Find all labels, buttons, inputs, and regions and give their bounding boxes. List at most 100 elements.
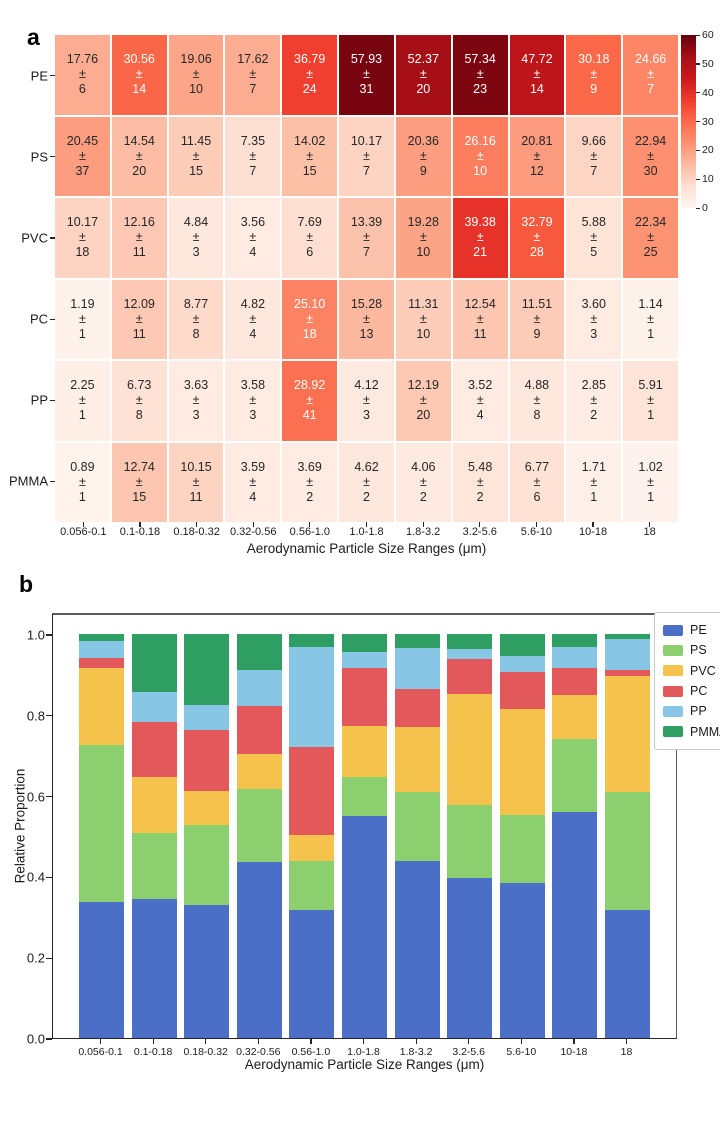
bar-segment-PS: [499, 815, 545, 883]
cell-error: 37: [75, 163, 90, 178]
cell-error: 7: [249, 163, 257, 178]
colorbar-tick-label: 60: [702, 29, 714, 41]
bar-segment-PVC: [605, 676, 650, 792]
heatmap-cell-PE-0.32-0.56: 17.62 ±7: [225, 35, 281, 115]
cell-value: 17.76: [66, 52, 99, 67]
cell-plus-minus: ±: [363, 148, 370, 163]
heatmap-cell-PP-10-18: 2.85 ±2: [566, 361, 622, 441]
cell-error: 1: [590, 489, 598, 504]
cell-value: 39.38: [464, 215, 496, 230]
colorbar-tick: [696, 207, 700, 209]
cell-plus-minus: ±: [306, 474, 314, 489]
heatmap-cell-PMMA-0.18-0.32: 10.15 ±11: [168, 442, 224, 522]
cell-plus-minus: ±: [533, 474, 541, 489]
cell-plus-minus: ±: [647, 393, 655, 408]
cell-plus-minus: ±: [192, 148, 200, 163]
heatmap-cell-PMMA-3.2-5.6: 5.48 ±2: [452, 442, 508, 522]
colorbar: [681, 35, 696, 208]
cell-value: 6.77: [524, 459, 550, 474]
colorbar-tick: [696, 34, 700, 36]
cell-plus-minus: ±: [590, 230, 598, 245]
cell-plus-minus: ±: [249, 148, 257, 163]
y-tick: [46, 957, 52, 959]
cell-error: 9: [590, 82, 598, 97]
cell-value: 11.31: [408, 296, 439, 311]
row-label-PS: PS: [30, 149, 48, 165]
cell-error: 7: [590, 163, 598, 178]
cell-plus-minus: ±: [419, 148, 427, 163]
bar-segment-PVC: [184, 791, 230, 826]
cell-plus-minus: ±: [533, 311, 541, 326]
bar-segment-PS: [131, 832, 177, 900]
x-tick-label-3.2-5.6: 3.2-5.6: [452, 1046, 486, 1058]
colorbar-tick-label: 40: [702, 86, 714, 99]
heatmap-cell-PS-5.6-10: 20.81 ±12: [509, 116, 565, 196]
col-tick: [422, 522, 424, 527]
cell-error: 20: [132, 163, 147, 178]
legend-swatch-PC: [663, 685, 683, 697]
cell-error: 6: [306, 245, 314, 260]
cell-value: 3.63: [183, 378, 209, 393]
heatmap-cell-PVC-1.0-1.8: 13.39 ±7: [339, 198, 394, 278]
bar-segment-PC: [236, 705, 282, 754]
legend-item-PC: PC: [663, 681, 720, 701]
cell-value: 3.56: [240, 215, 266, 230]
cell-plus-minus: ±: [135, 393, 143, 408]
cell-plus-minus: ±: [590, 393, 598, 408]
row-tick: [50, 318, 55, 320]
bar-plot-area: [52, 613, 677, 1039]
col-label-0.056-0.1: 0.056-0.1: [60, 526, 107, 538]
cell-plus-minus: ±: [647, 148, 655, 163]
y-tick-label: 0.0: [26, 1031, 45, 1047]
cell-plus-minus: ±: [647, 230, 655, 245]
bar-segment-PE: [499, 882, 545, 1038]
heatmap-cell-PC-5.6-10: 11.51 ±9: [509, 279, 565, 359]
bar-segment-PVC: [236, 753, 282, 790]
cell-plus-minus: ±: [590, 474, 598, 489]
cell-plus-minus: ±: [476, 148, 484, 163]
bar-segment-PC: [184, 730, 230, 792]
bar-segment-PE: [447, 877, 493, 1038]
row-label-PC: PC: [29, 311, 48, 327]
cell-error: 14: [132, 82, 147, 97]
heatmap-cell-PMMA-5.6-10: 6.77 ±6: [509, 442, 565, 522]
x-tick: [520, 1039, 522, 1044]
cell-value: 15.28: [350, 296, 383, 311]
bar-segment-PMMA: [552, 634, 598, 647]
legend-item-PE: PE: [663, 620, 720, 640]
bar-segment-PMMA: [184, 634, 230, 705]
cell-value: 10.15: [180, 459, 212, 474]
legend-label-PVC: PVC: [690, 663, 716, 678]
col-label-0.56-1.0: 0.56-1.0: [289, 526, 331, 538]
x-tick-label-18: 18: [620, 1046, 633, 1058]
cell-value: 4.88: [524, 378, 550, 393]
bar-segment-PVC: [499, 708, 545, 816]
stacked-bar-0.18-0.32: [184, 634, 230, 1038]
cell-plus-minus: ±: [363, 393, 370, 408]
heatmap-cell-PVC-10-18: 5.88 ±5: [566, 198, 622, 278]
heatmap-cell-PVC-0.32-0.56: 3.56 ±4: [225, 198, 281, 278]
cell-plus-minus: ±: [419, 230, 427, 245]
cell-plus-minus: ±: [249, 393, 257, 408]
row-tick: [50, 480, 55, 483]
col-tick: [649, 522, 651, 527]
bar-segment-PC: [605, 669, 650, 677]
cell-error: 2: [306, 489, 314, 504]
col-label-3.2-5.6: 3.2-5.6: [462, 526, 497, 538]
heatmap-cell-PP-5.6-10: 4.88 ±8: [509, 361, 565, 441]
bar-segment-PE: [342, 816, 387, 1038]
cell-error: 25: [643, 245, 658, 260]
cell-value: 19.06: [180, 52, 212, 67]
cell-plus-minus: ±: [192, 393, 200, 408]
stacked-bar-5.6-10: [499, 634, 545, 1038]
cell-error: 2: [590, 408, 598, 423]
cell-plus-minus: ±: [306, 393, 314, 408]
stacked-bar-3.2-5.6: [447, 634, 493, 1038]
col-label-18: 18: [643, 526, 656, 538]
cell-error: 18: [302, 326, 317, 341]
bar-segment-PC: [499, 671, 545, 709]
bar-segment-PS: [605, 791, 650, 911]
legend-item-PVC: PVC: [663, 661, 720, 681]
cell-value: 3.58: [240, 378, 266, 393]
